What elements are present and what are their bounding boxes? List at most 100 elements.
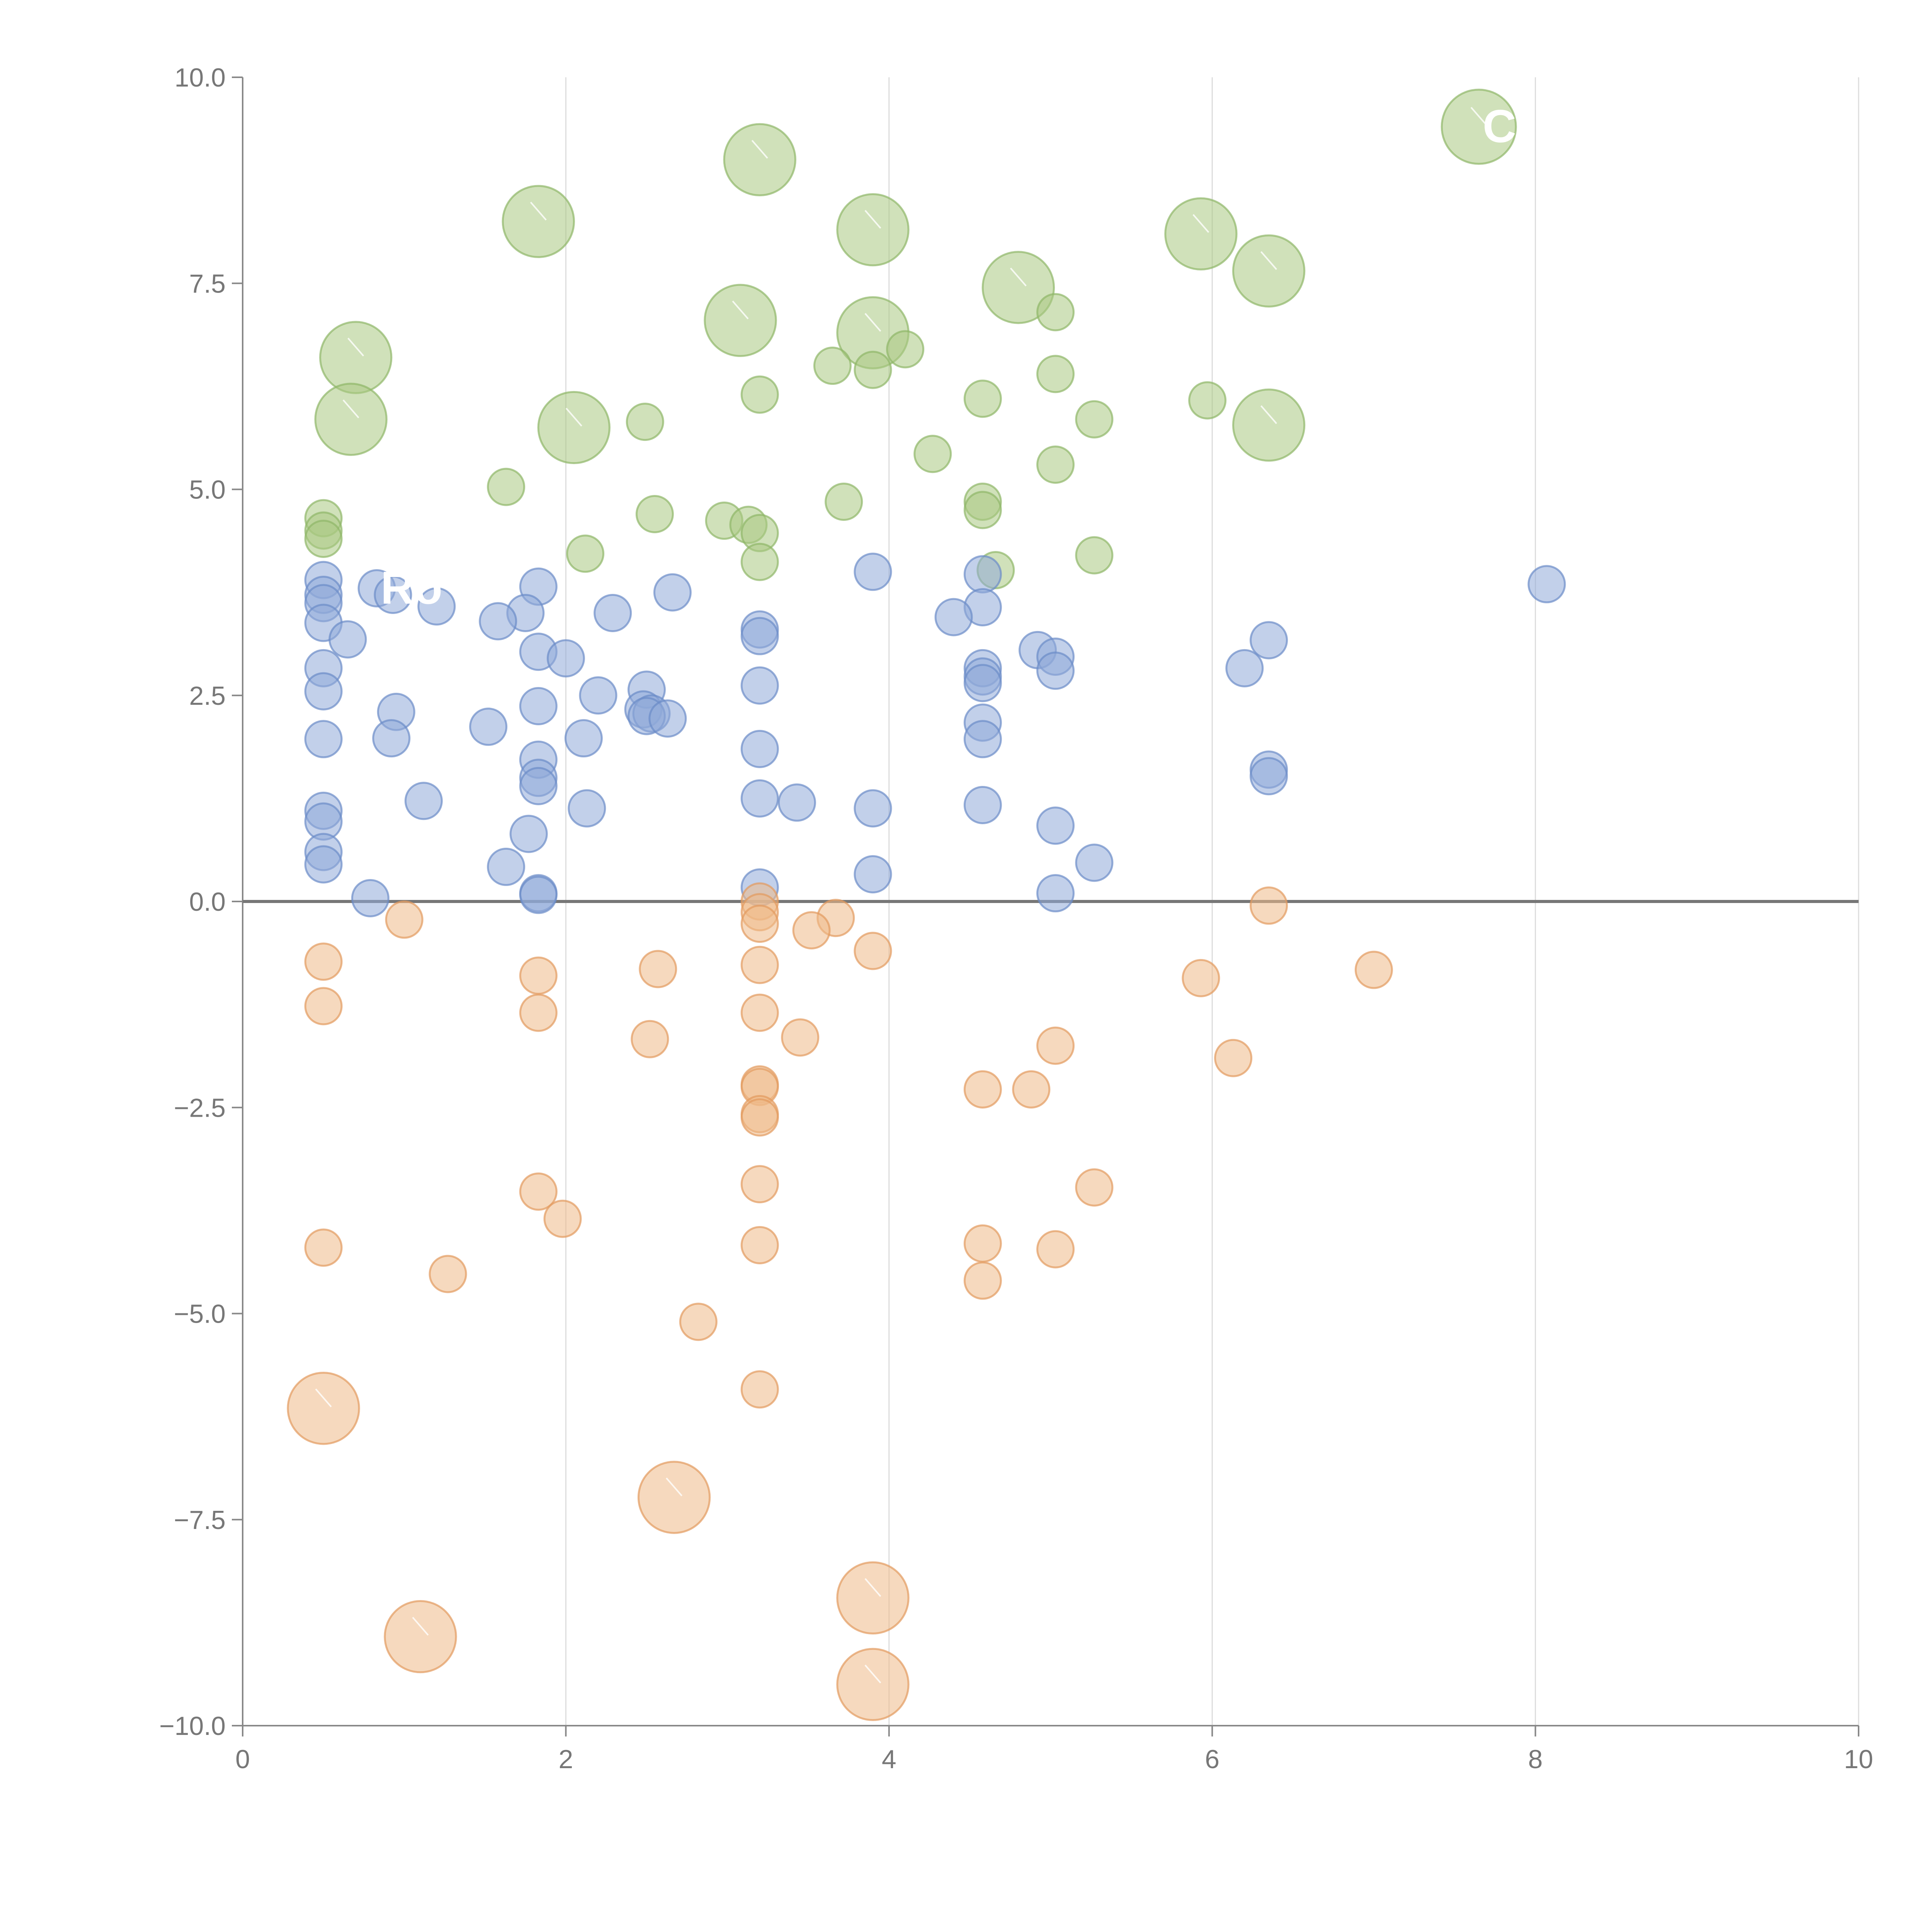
blue-bubble xyxy=(854,553,892,591)
green-bubble xyxy=(854,350,892,389)
orange-bubble xyxy=(304,1228,343,1267)
bubble-label-green: Ci xyxy=(1483,100,1529,152)
orange-bubble xyxy=(740,905,779,943)
leader-line xyxy=(1260,251,1277,270)
blue-bubble xyxy=(740,730,779,768)
green-bubble xyxy=(487,468,526,506)
blue-bubble xyxy=(854,789,892,828)
y-tick-label: 10.0 xyxy=(175,63,226,92)
green-bubble xyxy=(813,347,852,385)
orange-bubble xyxy=(963,1261,1002,1300)
blue-bubble xyxy=(1036,874,1075,913)
y-tick-label: 7.5 xyxy=(189,269,226,298)
y-tick-label: −2.5 xyxy=(174,1093,226,1122)
blue-bubble xyxy=(304,845,343,884)
leader-line xyxy=(751,139,768,159)
orange-bubble xyxy=(429,1255,467,1293)
y-tick-label: 2.5 xyxy=(189,681,226,711)
green-bubble xyxy=(963,379,1002,418)
green-bubble xyxy=(1188,381,1227,420)
leader-line xyxy=(565,408,582,427)
leader-line xyxy=(864,1578,881,1597)
orange-bubble xyxy=(740,1098,779,1137)
y-tick-label: −10.0 xyxy=(159,1711,226,1741)
orange-bubble xyxy=(637,1461,711,1534)
green-bubble xyxy=(566,534,605,573)
orange-bubble xyxy=(781,1018,820,1057)
leader-line xyxy=(1470,107,1487,126)
green-bubble xyxy=(1036,293,1075,332)
label-layer: Ci Ro xyxy=(315,100,1529,1684)
bubble-label-blue: Ro xyxy=(381,562,442,614)
orange-bubble xyxy=(854,932,892,970)
blue-bubble xyxy=(487,847,526,886)
leader-line xyxy=(864,210,881,229)
green-bubble xyxy=(1440,88,1517,165)
orange-bubble xyxy=(639,950,677,988)
green-bubble xyxy=(1164,197,1238,270)
blue-bubble xyxy=(564,719,603,758)
blue-bubble xyxy=(963,555,1002,594)
blue-bubble xyxy=(934,598,973,636)
orange-bubble xyxy=(1354,951,1393,989)
blue-bubble xyxy=(417,587,456,626)
orange-bubble xyxy=(1250,886,1288,925)
blue-bubble xyxy=(304,720,343,759)
blue-bubble xyxy=(304,672,343,711)
leader-line xyxy=(864,1665,881,1684)
green-bubble xyxy=(963,491,1002,529)
orange-bubble xyxy=(740,1370,779,1409)
orange-bubble xyxy=(519,956,558,995)
blue-bubble xyxy=(1527,565,1566,604)
green-bubble xyxy=(502,185,575,258)
green-bubble xyxy=(626,403,664,441)
green-bubble xyxy=(704,284,777,357)
orange-bubble xyxy=(1214,1039,1253,1077)
y-tick-label: −7.5 xyxy=(174,1505,226,1535)
orange-bubble xyxy=(740,993,779,1032)
leader-line xyxy=(412,1617,429,1636)
blue-bubble xyxy=(579,676,617,715)
x-tick-label: 6 xyxy=(1205,1745,1219,1774)
green-bubble xyxy=(981,251,1055,324)
orange-bubble xyxy=(963,1224,1002,1263)
blue-bubble xyxy=(568,789,606,828)
orange-bubble xyxy=(519,1172,558,1211)
orange-bubble xyxy=(679,1303,718,1341)
blue-bubble xyxy=(479,602,517,641)
orange-bubble xyxy=(836,1561,910,1635)
orange-bubble xyxy=(792,911,831,950)
green-bubble xyxy=(304,519,343,558)
green-bubble xyxy=(537,391,611,464)
blue-bubble xyxy=(594,594,632,632)
orange-bubble xyxy=(740,1226,779,1264)
blue-bubble xyxy=(854,855,892,894)
blue-bubble xyxy=(1250,621,1288,660)
bubble-layer xyxy=(287,88,1566,1721)
green-bubble xyxy=(1075,536,1114,575)
blue-bubble xyxy=(519,876,558,914)
orange-bubble xyxy=(384,1600,457,1673)
blue-bubble xyxy=(740,617,779,655)
green-bubble xyxy=(913,435,952,473)
orange-bubble xyxy=(304,942,343,981)
x-tick-label: 0 xyxy=(235,1745,250,1774)
blue-bubble xyxy=(509,815,548,853)
leader-line xyxy=(1010,267,1027,287)
orange-bubble xyxy=(304,987,343,1026)
orange-bubble xyxy=(1075,1168,1114,1207)
blue-bubble xyxy=(740,779,779,818)
blue-bubble xyxy=(328,620,367,659)
leader-line xyxy=(530,201,547,221)
blue-bubble xyxy=(963,786,1002,824)
blue-bubble xyxy=(519,687,558,725)
y-tick-label: 5.0 xyxy=(189,475,226,505)
green-bubble xyxy=(886,330,925,369)
green-bubble xyxy=(635,495,674,533)
axes-layer: 10.0 7.5 5.0 2.5 0.0 −2.5 −5.0 −7.5 −10.0 0 2 4 6 8 10 xyxy=(159,63,1873,1774)
blue-bubble xyxy=(1036,806,1075,845)
leader-line xyxy=(342,399,359,418)
green-bubble xyxy=(1036,355,1075,393)
